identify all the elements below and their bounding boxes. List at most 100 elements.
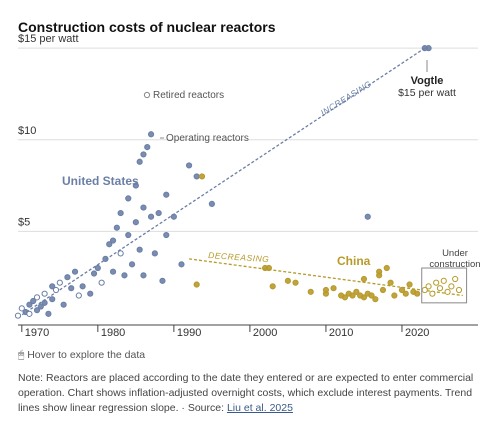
point (406, 281, 413, 288)
annotation: construction (429, 259, 480, 270)
point (98, 279, 105, 286)
point (147, 213, 155, 220)
point (18, 305, 25, 312)
point (75, 292, 82, 299)
point (26, 301, 33, 308)
source-label: Source: (187, 402, 225, 414)
x-tick-label: 2000 (253, 327, 277, 339)
point (49, 283, 56, 290)
point (379, 286, 387, 294)
point (109, 268, 117, 275)
point (144, 144, 151, 151)
annotation: INCREASING (319, 79, 373, 118)
annotation: DECREASING (208, 250, 270, 264)
point (117, 250, 124, 257)
point (440, 277, 447, 284)
point (425, 45, 432, 52)
point (322, 290, 330, 297)
note: Note: Reactors are placed according to t… (18, 372, 474, 414)
point (121, 272, 128, 279)
point (159, 277, 166, 284)
point (14, 312, 22, 319)
point (102, 255, 109, 262)
point (94, 264, 101, 272)
point (265, 264, 273, 272)
point (349, 292, 356, 299)
point (353, 288, 360, 295)
point (444, 288, 451, 295)
chart-title: Construction costs of nuclear reactors (18, 19, 276, 35)
point (448, 283, 455, 290)
y-tick-label: $15 per watt (18, 33, 79, 45)
hover-text: Hover to explore the data (27, 349, 146, 361)
point (170, 213, 177, 220)
point (341, 294, 349, 301)
point (425, 283, 432, 290)
point (52, 286, 60, 294)
point (364, 213, 371, 220)
point (140, 151, 147, 158)
point (147, 131, 155, 138)
point (292, 279, 299, 286)
point (368, 292, 375, 299)
point (106, 241, 113, 248)
source-link[interactable]: Liu et al. 2025 (226, 402, 293, 414)
point (136, 246, 143, 253)
point (113, 224, 120, 231)
point (109, 237, 117, 244)
point (284, 277, 292, 284)
point (151, 250, 158, 257)
x-tick-label: 2020 (405, 327, 429, 339)
point (163, 231, 170, 239)
construction-box (421, 267, 468, 304)
point (41, 299, 48, 306)
point (60, 301, 67, 308)
chart: Construction costs of nuclear reactors $… (14, 19, 481, 339)
point (387, 279, 394, 286)
point (398, 286, 406, 294)
point (455, 286, 463, 294)
point (45, 310, 52, 317)
point (155, 209, 162, 217)
point (208, 200, 215, 208)
annotation: Vogtle (411, 75, 444, 87)
trend-line (188, 258, 463, 297)
annotation: $15 per watt (398, 87, 456, 99)
legend-operating: Operating reactors (166, 133, 249, 144)
footer: 🖱 Hover to explore the data Note: Reacto… (18, 348, 488, 416)
point (49, 296, 56, 303)
point (372, 296, 379, 303)
point (87, 290, 94, 297)
x-tick-label: 1980 (101, 327, 125, 339)
point (30, 297, 37, 305)
point (132, 219, 139, 226)
x-tick-label: 1990 (177, 327, 201, 339)
y-tick-label: $5 (18, 216, 30, 228)
annotation: Under (442, 248, 468, 259)
series-label: China (337, 254, 371, 268)
point (436, 285, 444, 292)
point (433, 279, 440, 286)
point (383, 264, 390, 272)
point (193, 173, 200, 180)
point (307, 288, 314, 295)
point (193, 281, 200, 288)
point (402, 290, 409, 297)
series-label: United States (62, 174, 139, 188)
point (33, 294, 41, 301)
point (140, 204, 147, 211)
point (360, 294, 368, 301)
hover-hint[interactable]: 🖱 Hover to explore the data (18, 349, 146, 361)
x-tick-label: 1970 (25, 327, 49, 339)
point (79, 283, 86, 290)
point (269, 283, 276, 290)
point (117, 209, 124, 217)
x-tick-label: 2010 (329, 327, 353, 339)
point (125, 231, 132, 239)
point (429, 290, 436, 297)
legend-retired-marker (143, 91, 151, 99)
y-tick-label: $10 (18, 125, 36, 137)
point (33, 307, 41, 314)
point (136, 158, 143, 165)
